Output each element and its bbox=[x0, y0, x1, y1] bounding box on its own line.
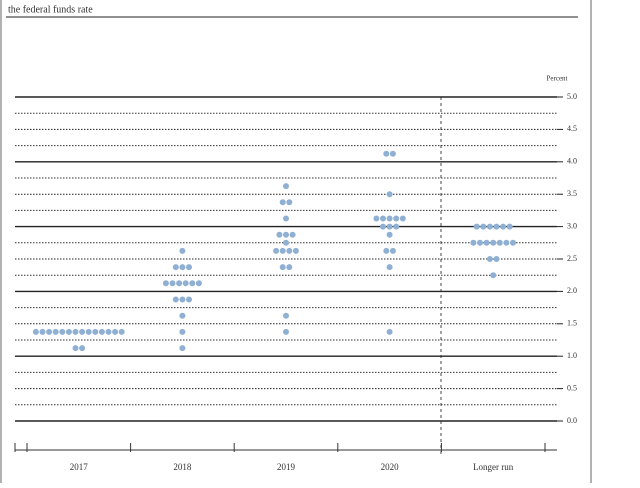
dot bbox=[480, 223, 487, 230]
dot bbox=[98, 328, 105, 335]
dot bbox=[279, 264, 286, 271]
y-tick-label: 1.5 bbox=[567, 319, 577, 328]
dot bbox=[72, 328, 79, 335]
y-tick-label: 4.5 bbox=[567, 124, 577, 133]
dot bbox=[179, 296, 186, 303]
dot bbox=[470, 239, 477, 246]
dot bbox=[79, 328, 86, 335]
dot bbox=[276, 231, 283, 238]
dot bbox=[500, 223, 507, 230]
dot bbox=[179, 247, 186, 254]
dot bbox=[486, 256, 493, 262]
y-tick-label: 2.0 bbox=[567, 286, 577, 295]
dot bbox=[85, 328, 92, 335]
dot bbox=[490, 239, 497, 246]
dot bbox=[389, 150, 396, 157]
dot bbox=[118, 328, 125, 335]
dot bbox=[286, 247, 293, 254]
dot bbox=[380, 215, 386, 222]
y-tick-label: 1.0 bbox=[567, 351, 577, 360]
dot bbox=[283, 328, 289, 335]
dot bbox=[46, 328, 53, 335]
dot bbox=[52, 328, 59, 335]
dot bbox=[39, 328, 46, 335]
x-tick-label: 2019 bbox=[277, 462, 296, 472]
dot bbox=[279, 247, 286, 254]
dot bbox=[383, 150, 390, 157]
dot bbox=[477, 239, 483, 246]
dot bbox=[386, 264, 393, 271]
x-tick-label: 2020 bbox=[381, 462, 400, 472]
dot bbox=[105, 328, 112, 335]
dot bbox=[179, 328, 186, 335]
dot bbox=[493, 256, 500, 262]
dot bbox=[383, 247, 390, 254]
dot bbox=[72, 345, 79, 352]
dot bbox=[393, 215, 400, 222]
y-axis-label: Percent bbox=[547, 75, 568, 83]
y-tick-label: 0.0 bbox=[567, 416, 577, 425]
dot bbox=[283, 215, 289, 222]
dot bbox=[386, 215, 393, 222]
y-tick-label: 2.5 bbox=[567, 254, 577, 263]
dot bbox=[273, 247, 280, 254]
dot bbox=[186, 264, 192, 271]
dot bbox=[283, 239, 289, 246]
dot bbox=[386, 231, 393, 238]
dot bbox=[386, 223, 393, 230]
dot bbox=[186, 296, 192, 303]
dot bbox=[286, 264, 293, 271]
dot bbox=[279, 199, 286, 206]
dot bbox=[176, 280, 183, 287]
y-tick-label: 3.5 bbox=[567, 189, 577, 198]
dot bbox=[493, 223, 500, 230]
dot bbox=[182, 280, 189, 287]
dot bbox=[292, 247, 299, 254]
dot bbox=[386, 328, 393, 335]
dot bbox=[503, 239, 510, 246]
dot bbox=[286, 199, 293, 206]
dot bbox=[92, 328, 99, 335]
dot bbox=[386, 191, 393, 198]
dot bbox=[393, 223, 400, 230]
dot bbox=[283, 183, 289, 190]
chart-title: the federal funds rate bbox=[8, 4, 93, 15]
dot bbox=[179, 312, 186, 319]
dot bbox=[169, 280, 176, 287]
dot bbox=[373, 215, 380, 222]
dot bbox=[510, 239, 516, 246]
y-tick-label: 5.0 bbox=[567, 92, 577, 101]
dot bbox=[59, 328, 66, 335]
x-tick-label: 2018 bbox=[173, 462, 192, 472]
dot bbox=[490, 272, 497, 279]
dot bbox=[189, 280, 196, 287]
dot bbox=[79, 345, 86, 352]
dot bbox=[389, 247, 396, 254]
dot bbox=[65, 328, 72, 335]
x-tick-label: Longer run bbox=[473, 462, 514, 472]
dot bbox=[473, 223, 480, 230]
dot bbox=[496, 239, 503, 246]
dot bbox=[179, 264, 186, 271]
y-tick-label: 3.0 bbox=[567, 221, 577, 230]
dot bbox=[289, 231, 296, 238]
x-tick-label: 2017 bbox=[70, 462, 89, 472]
dot bbox=[179, 345, 186, 352]
y-tick-label: 0.5 bbox=[567, 383, 577, 392]
dot bbox=[195, 280, 202, 287]
dot bbox=[486, 223, 493, 230]
dot bbox=[172, 264, 179, 271]
dot bbox=[283, 312, 289, 319]
dot bbox=[162, 280, 169, 287]
dot bbox=[380, 223, 386, 230]
dot bbox=[112, 328, 119, 335]
dot bbox=[483, 239, 490, 246]
dot bbox=[32, 328, 39, 335]
y-tick-label: 4.0 bbox=[567, 157, 577, 166]
dot bbox=[283, 231, 289, 238]
dot bbox=[172, 296, 179, 303]
dot bbox=[506, 223, 513, 230]
dot bbox=[399, 215, 406, 222]
